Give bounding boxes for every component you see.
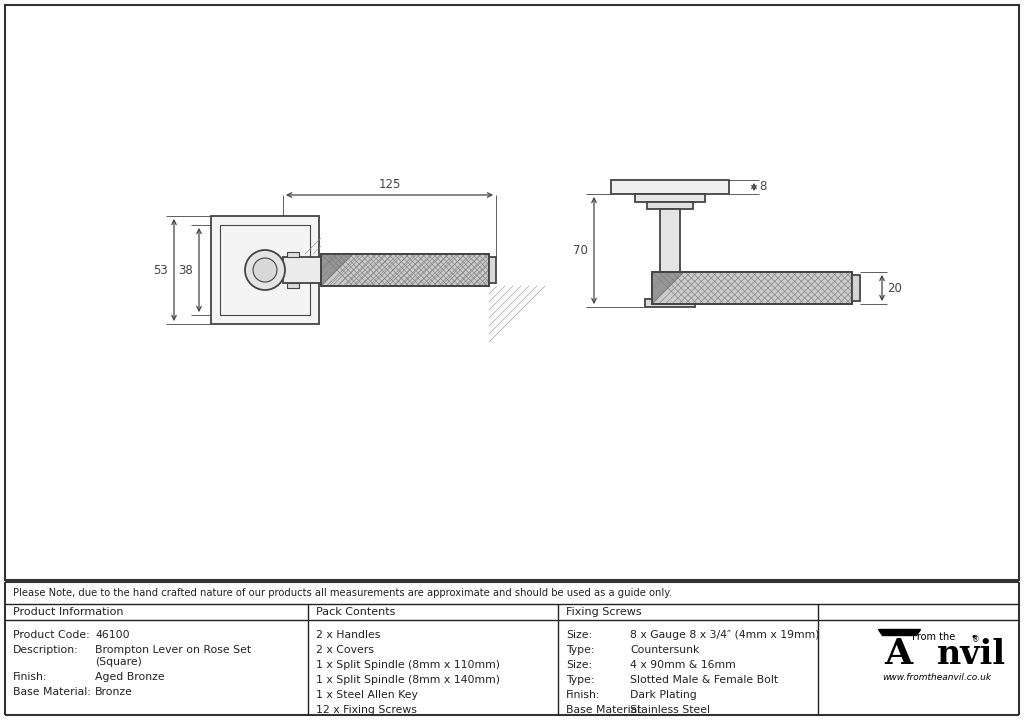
- Text: Please Note, due to the hand crafted nature of our products all measurements are: Please Note, due to the hand crafted nat…: [13, 588, 672, 598]
- Text: ®: ®: [972, 635, 979, 644]
- Text: 4 x 90mm & 16mm: 4 x 90mm & 16mm: [630, 660, 736, 670]
- Text: Type:: Type:: [566, 645, 595, 655]
- Text: Stainless Steel: Stainless Steel: [630, 705, 710, 715]
- Text: From the: From the: [912, 632, 955, 642]
- Bar: [287, 252, 299, 257]
- Bar: [220, 225, 310, 315]
- Bar: [660, 209, 680, 299]
- Text: 8: 8: [759, 181, 766, 194]
- Text: 125: 125: [378, 178, 400, 191]
- Text: Slotted Male & Female Bolt: Slotted Male & Female Bolt: [630, 675, 778, 685]
- Bar: [647, 202, 693, 209]
- Text: (Square): (Square): [95, 657, 142, 667]
- Text: Size:: Size:: [566, 630, 592, 640]
- Bar: [611, 180, 729, 194]
- Text: Base Material:: Base Material:: [13, 687, 91, 697]
- Text: 38: 38: [178, 264, 193, 276]
- Text: Description:: Description:: [13, 645, 79, 655]
- Text: Dark Plating: Dark Plating: [630, 690, 696, 700]
- Text: Base Material:: Base Material:: [566, 705, 644, 715]
- Text: Pack Contents: Pack Contents: [316, 607, 395, 617]
- Text: Bronze: Bronze: [95, 687, 133, 697]
- Bar: [645, 299, 695, 307]
- Text: 8 x Gauge 8 x 3/4″ (4mm x 19mm): 8 x Gauge 8 x 3/4″ (4mm x 19mm): [630, 630, 819, 640]
- Text: 12 x Fixing Screws: 12 x Fixing Screws: [316, 705, 417, 715]
- Text: Countersunk: Countersunk: [630, 645, 699, 655]
- Text: Fixing Screws: Fixing Screws: [566, 607, 642, 617]
- Text: 1 x Steel Allen Key: 1 x Steel Allen Key: [316, 690, 418, 700]
- Text: Product Code:: Product Code:: [13, 630, 90, 640]
- Bar: [287, 283, 299, 288]
- Text: A: A: [885, 637, 912, 672]
- Circle shape: [253, 258, 278, 282]
- Bar: [321, 254, 489, 286]
- Text: 53: 53: [154, 264, 168, 276]
- Bar: [321, 254, 489, 286]
- Text: 1 x Split Spindle (8mm x 110mm): 1 x Split Spindle (8mm x 110mm): [316, 660, 500, 670]
- Bar: [652, 272, 852, 304]
- Text: Product Information: Product Information: [13, 607, 124, 617]
- Bar: [489, 257, 496, 283]
- Bar: [321, 254, 489, 286]
- Text: Brompton Lever on Rose Set: Brompton Lever on Rose Set: [95, 645, 251, 655]
- Text: 46100: 46100: [95, 630, 130, 640]
- Text: 2 x Handles: 2 x Handles: [316, 630, 380, 640]
- Text: Aged Bronze: Aged Bronze: [95, 672, 165, 682]
- Text: 20: 20: [887, 282, 902, 294]
- Text: Type:: Type:: [566, 675, 595, 685]
- Text: 70: 70: [573, 244, 588, 257]
- Text: 2 x Covers: 2 x Covers: [316, 645, 374, 655]
- Bar: [635, 194, 705, 202]
- Text: nvil: nvil: [937, 638, 1006, 671]
- Bar: [652, 272, 852, 304]
- Text: Finish:: Finish:: [566, 690, 600, 700]
- Polygon shape: [879, 629, 921, 636]
- Bar: [283, 257, 321, 283]
- Text: •: •: [971, 632, 977, 642]
- Text: Size:: Size:: [566, 660, 592, 670]
- Bar: [5, 5, 1019, 580]
- Bar: [852, 275, 860, 301]
- Text: Finish:: Finish:: [13, 672, 47, 682]
- Bar: [211, 216, 319, 324]
- Circle shape: [245, 250, 285, 290]
- Text: 1 x Split Spindle (8mm x 140mm): 1 x Split Spindle (8mm x 140mm): [316, 675, 500, 685]
- Text: www.fromtheanvil.co.uk: www.fromtheanvil.co.uk: [882, 673, 991, 682]
